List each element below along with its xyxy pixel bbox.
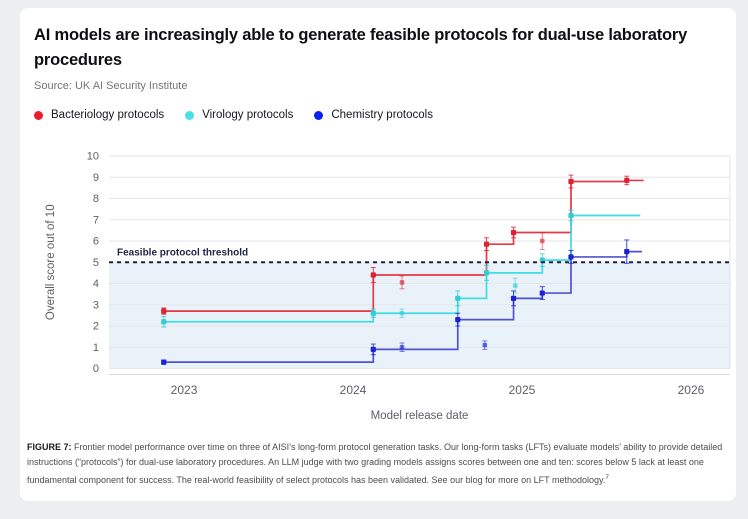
data-point-marker bbox=[399, 344, 405, 350]
y-tick-label: 2 bbox=[93, 321, 99, 333]
x-tick-label: 2023 bbox=[171, 383, 198, 397]
y-tick-label: 4 bbox=[93, 278, 99, 290]
legend-dot-icon bbox=[314, 110, 324, 120]
data-point-marker bbox=[568, 254, 574, 260]
legend-dot-icon bbox=[34, 110, 43, 120]
y-tick-label: 10 bbox=[87, 151, 99, 163]
x-axis-title: Model release date bbox=[371, 410, 469, 422]
y-axis-title: Overall score out of 10 bbox=[45, 204, 57, 320]
y-tick-label: 1 bbox=[93, 342, 99, 354]
data-point-marker bbox=[455, 295, 461, 301]
y-tick-label: 0 bbox=[93, 363, 99, 375]
figure-caption-label: FIGURE 7: bbox=[27, 442, 72, 452]
data-point-marker bbox=[482, 342, 488, 348]
figure-card: AI models are increasingly able to gener… bbox=[20, 8, 736, 501]
figure-caption-superscript: 7 bbox=[605, 474, 609, 481]
y-tick-label: 8 bbox=[93, 193, 99, 205]
chart-canvas: 0 1 2 3 4 5 6 7 8 9 10 2023 2024 2025 2026 Model releas… bbox=[45, 151, 731, 422]
data-point-marker bbox=[455, 317, 461, 323]
legend-item-label: Virology protocols bbox=[202, 109, 294, 121]
data-point-marker bbox=[370, 346, 376, 352]
x-tick-label: 2024 bbox=[340, 383, 367, 397]
x-tick-label: 2026 bbox=[678, 383, 705, 397]
figure-title: AI models are increasingly able to gener… bbox=[34, 26, 688, 69]
data-point-marker bbox=[624, 177, 630, 184]
y-axis-tick-labels: 0 1 2 3 4 5 6 7 8 9 10 bbox=[87, 151, 99, 376]
data-point-marker bbox=[568, 178, 574, 185]
y-tick-label: 6 bbox=[93, 236, 99, 248]
y-tick-label: 3 bbox=[93, 299, 99, 311]
data-point-marker bbox=[510, 295, 517, 301]
data-point-marker bbox=[370, 310, 376, 316]
series-chemistry-protocols bbox=[161, 239, 642, 365]
data-point-marker bbox=[161, 359, 167, 365]
data-point-marker bbox=[161, 308, 167, 314]
feasible-threshold-label: Feasible protocol threshold bbox=[117, 247, 248, 258]
x-tick-label: 2025 bbox=[509, 383, 536, 397]
data-point-marker bbox=[161, 319, 167, 325]
legend-item-label: Chemistry protocols bbox=[331, 109, 433, 121]
data-point-marker bbox=[399, 310, 405, 316]
source-line: Source: UK AI Security Institute bbox=[34, 80, 188, 92]
data-point-marker bbox=[370, 272, 376, 278]
data-point-marker bbox=[539, 290, 545, 296]
series-chemistry-protocols-step-line bbox=[163, 250, 642, 363]
data-point-marker bbox=[539, 238, 545, 244]
data-point-marker bbox=[399, 280, 405, 285]
data-point-marker bbox=[483, 270, 490, 276]
data-point-marker bbox=[568, 212, 574, 219]
legend-item-label: Bacteriology protocols bbox=[51, 109, 165, 121]
figure-caption: FIGURE 7: Frontier model performance ove… bbox=[27, 440, 729, 488]
legend-item: Chemistry protocols bbox=[314, 109, 433, 121]
x-axis-tick-labels: 2023 2024 2025 2026 bbox=[171, 383, 705, 397]
legend-item: Virology protocols bbox=[185, 109, 293, 121]
y-tick-label: 5 bbox=[93, 257, 99, 269]
below-threshold-band bbox=[109, 262, 730, 369]
data-point-marker bbox=[512, 283, 518, 288]
series-bacteriology-protocols bbox=[161, 174, 644, 315]
data-point-marker bbox=[510, 229, 517, 236]
figure-caption-text: Frontier model performance over time on … bbox=[27, 442, 723, 485]
y-tick-label: 7 bbox=[93, 214, 99, 226]
legend: Bacteriology protocols Virology protocols… bbox=[34, 109, 722, 121]
legend-dot-icon bbox=[185, 110, 195, 120]
y-tick-label: 9 bbox=[93, 172, 99, 184]
data-point-marker bbox=[624, 249, 630, 255]
data-point-marker bbox=[483, 241, 490, 247]
legend-item: Bacteriology protocols bbox=[34, 109, 164, 121]
